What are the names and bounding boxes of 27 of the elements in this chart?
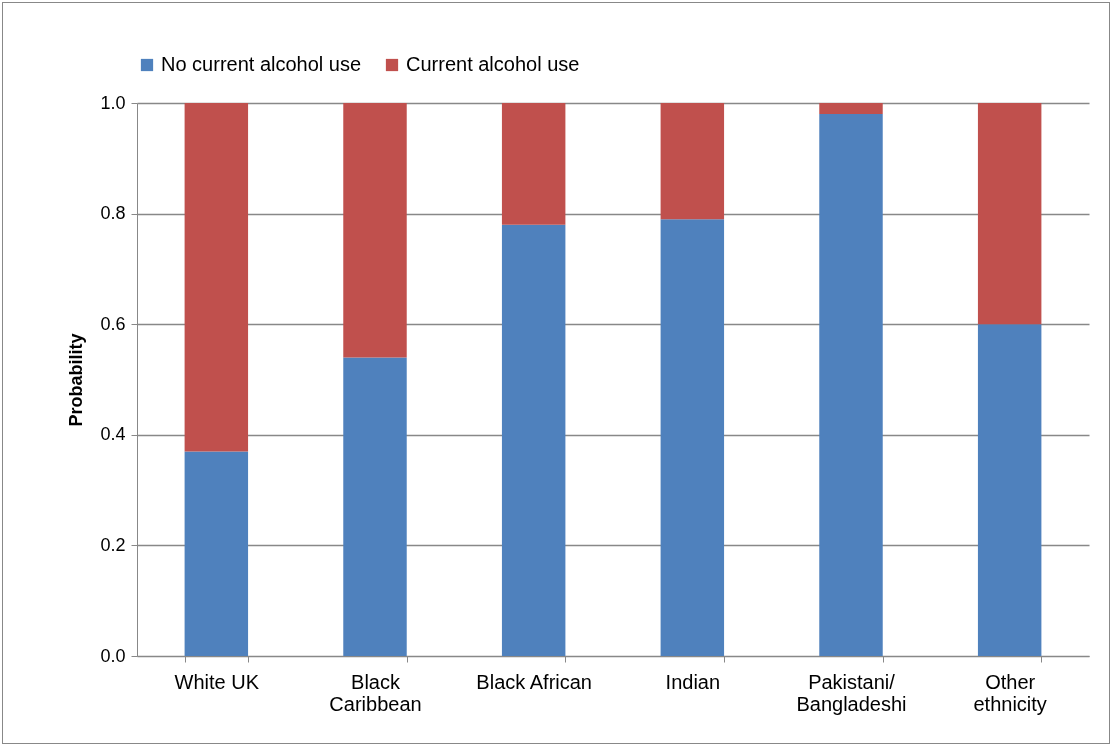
x-tick-label: White UK (174, 670, 260, 693)
bar (660, 103, 725, 220)
bar (184, 451, 249, 656)
y-axis-title: Probability (66, 333, 87, 427)
bar (819, 103, 883, 115)
bar (501, 224, 566, 656)
y-tick-label: 0.8 (100, 203, 126, 224)
y-tick-label: 1.0 (100, 92, 126, 113)
x-tick-label: Black Caribbean (329, 670, 422, 715)
x-tick-label: Indian (665, 670, 721, 693)
bar (501, 103, 566, 225)
bar (184, 103, 249, 452)
x-tick-label: Pakistani/ Bangladeshi (796, 670, 907, 715)
bar (977, 324, 1042, 656)
y-tick-label: 0.4 (100, 424, 126, 445)
legend-label: No current alcohol use (161, 53, 362, 75)
bar (343, 357, 407, 656)
y-tick-label: 0.6 (100, 313, 126, 334)
legend-label: Current alcohol use (406, 53, 580, 75)
x-tick-label: Other ethnicity (973, 670, 1047, 715)
x-tick-label: Black African (476, 670, 592, 693)
y-tick-label: 0.2 (100, 534, 126, 555)
bar (819, 114, 883, 656)
bar (977, 103, 1042, 325)
bar (660, 219, 725, 656)
bar (343, 103, 407, 358)
y-tick-label: 0.0 (100, 645, 126, 666)
